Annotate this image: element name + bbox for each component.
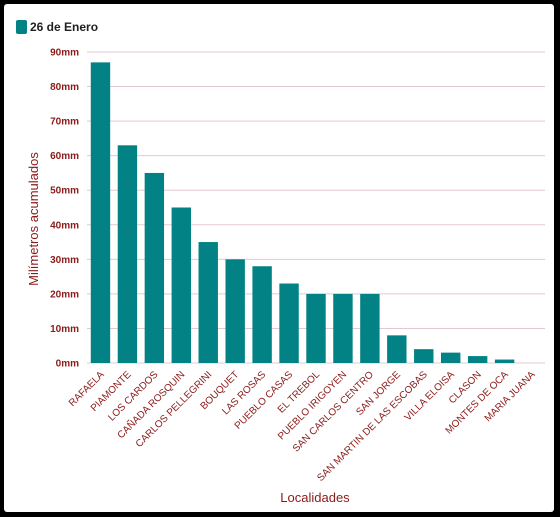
x-axis-title: Localidades [280,490,350,505]
y-tick-label: 70mm [50,117,79,128]
bar[interactable] [198,242,218,363]
bar[interactable] [494,359,515,363]
bar[interactable] [467,356,488,363]
bar[interactable] [279,283,299,363]
bar[interactable] [333,293,353,363]
y-tick-label: 10mm [50,324,79,335]
legend[interactable]: 26 de Enero [16,20,98,34]
bar[interactable] [360,293,380,363]
bar[interactable] [144,172,165,363]
bar[interactable] [441,352,461,363]
bar[interactable] [225,259,245,363]
bar[interactable] [414,349,434,363]
bar[interactable] [90,62,111,363]
bar[interactable] [171,207,191,364]
y-axis-ticks: 0mm 10mm 20mm 30mm 40mm 50mm 60mm 70mm 80mm 90mm [50,48,79,370]
bar-chart: 0mm10mm20mm30mm40mm50mm60mm70mm80mm90mm … [16,20,545,505]
y-tick-label: 80mm [50,82,79,93]
y-tick-label: 40mm [50,220,79,231]
bar[interactable] [306,293,326,363]
bars [90,62,515,364]
legend-label: 26 de Enero [30,20,98,34]
y-tick-label: 30mm [50,255,79,266]
y-tick-label: 90mm [50,48,79,59]
bar[interactable] [387,335,407,363]
y-tick-label: 20mm [50,289,79,300]
bar[interactable] [117,145,138,363]
y-axis-title: Milímetros acumulados [26,152,41,286]
legend-swatch [16,20,27,34]
y-tick-label: 60mm [50,151,79,162]
y-tick-label: 0mm [56,359,79,370]
y-tick-label: 50mm [50,186,79,197]
bar[interactable] [252,266,272,363]
chart-frame: 0mm 10mm 20mm 30mm 40mm 50mm 60mm 70mm 80mm 90mm … [4,4,554,512]
